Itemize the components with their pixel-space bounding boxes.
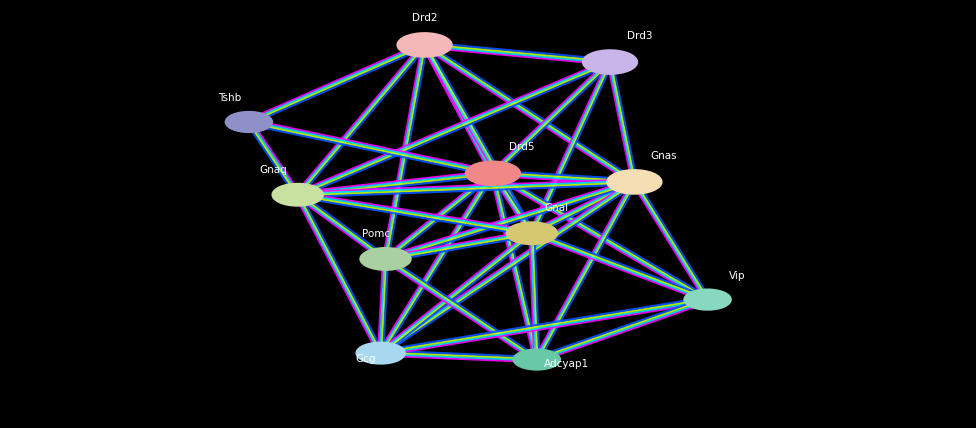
- Text: Drd3: Drd3: [627, 31, 652, 41]
- Circle shape: [607, 170, 662, 194]
- Text: Drd5: Drd5: [509, 142, 535, 152]
- Text: Vip: Vip: [729, 271, 745, 282]
- Text: Gnal: Gnal: [545, 203, 568, 214]
- Circle shape: [507, 222, 557, 244]
- Text: Drd2: Drd2: [412, 13, 437, 23]
- Circle shape: [583, 50, 637, 74]
- Circle shape: [466, 161, 520, 185]
- Circle shape: [225, 112, 272, 132]
- Text: Tshb: Tshb: [218, 93, 241, 103]
- Circle shape: [513, 349, 560, 370]
- Circle shape: [360, 248, 411, 270]
- Text: Adcyap1: Adcyap1: [544, 359, 589, 369]
- Text: Gnas: Gnas: [650, 151, 677, 161]
- Circle shape: [397, 33, 452, 57]
- Text: Gcg: Gcg: [355, 354, 377, 364]
- Circle shape: [272, 184, 323, 206]
- Text: Pomc: Pomc: [362, 229, 389, 239]
- Text: Gnaq: Gnaq: [260, 165, 287, 175]
- Circle shape: [356, 342, 405, 364]
- Circle shape: [684, 289, 731, 310]
